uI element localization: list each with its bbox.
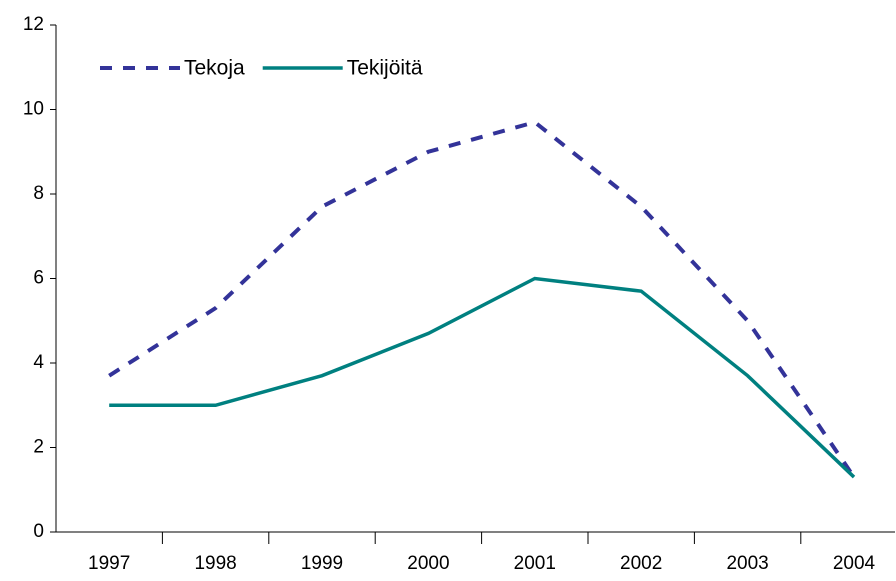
x-tick-label: 1999 <box>301 553 343 574</box>
x-tick-label: 2000 <box>407 553 449 574</box>
y-tick-label: 0 <box>33 521 44 542</box>
legend-label: Tekijöitä <box>347 57 423 80</box>
y-tick-label: 6 <box>33 268 44 289</box>
x-tick-label: 2001 <box>514 553 556 574</box>
x-tick-label: 1998 <box>194 553 236 574</box>
x-tick-label: 2003 <box>726 553 768 574</box>
series-line <box>108 119 856 479</box>
x-tick-label: 1997 <box>88 553 130 574</box>
legend-label: Tekoja <box>184 57 245 80</box>
y-tick-label: 8 <box>33 183 44 204</box>
y-tick-label: 2 <box>33 437 44 458</box>
y-tick-label: 12 <box>23 14 44 35</box>
series-line <box>109 276 856 479</box>
y-tick-label: 4 <box>33 352 44 373</box>
x-tick-label: 2004 <box>833 553 876 574</box>
y-tick-label: 10 <box>23 99 44 120</box>
x-tick-label: 2002 <box>620 553 662 574</box>
